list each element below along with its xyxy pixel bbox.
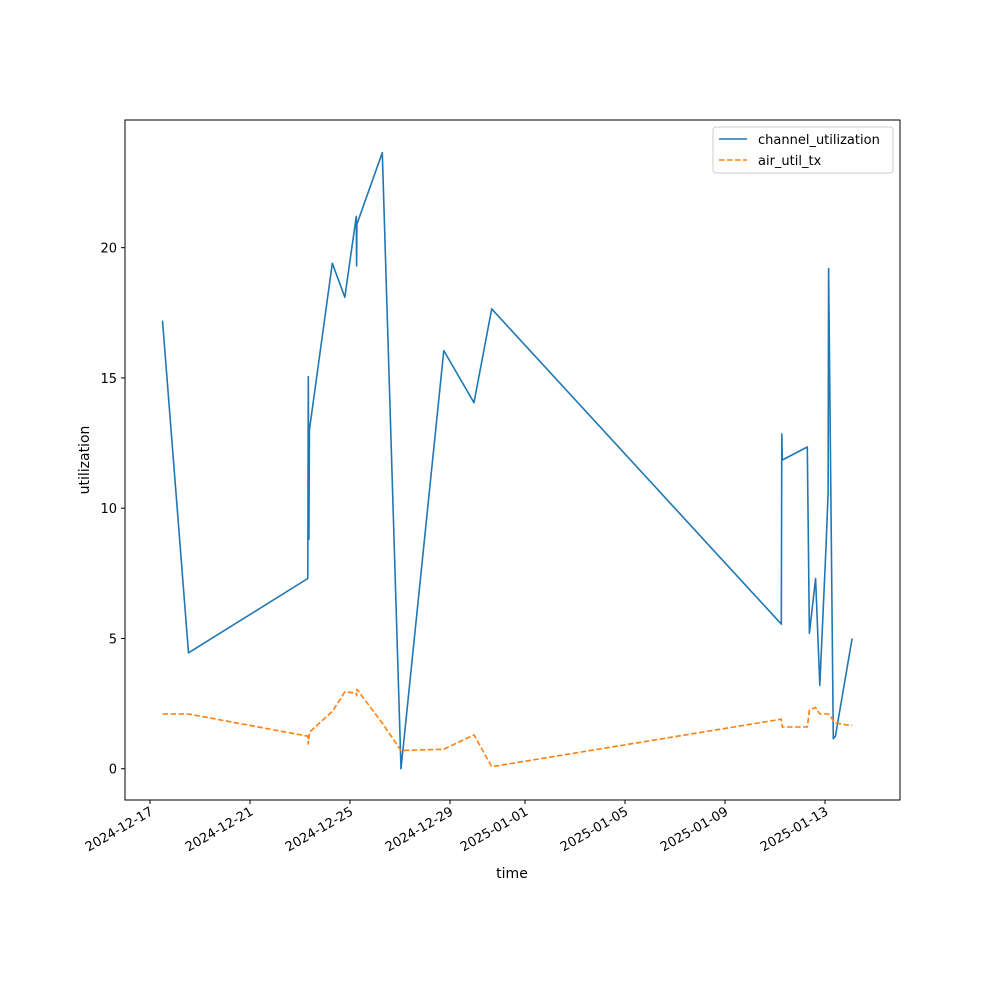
legend-label: air_util_tx xyxy=(758,154,822,169)
legend-box xyxy=(712,126,894,174)
y-axis: 0 5 10 15 20 xyxy=(100,242,125,778)
plot-area xyxy=(125,120,900,800)
y-axis-label: utilization xyxy=(77,426,93,495)
y-tick-label: 15 xyxy=(100,372,117,387)
legend: channel_utilization air_util_tx xyxy=(712,126,894,174)
x-tick-label: 2024-12-29 xyxy=(383,804,456,855)
x-tick-label: 2024-12-25 xyxy=(283,804,356,855)
x-axis: 2024-12-17 2024-12-21 2024-12-25 2024-12-29… xyxy=(83,800,831,855)
plot-frame xyxy=(124,119,901,801)
x-tick-label: 2025-01-01 xyxy=(458,804,531,855)
x-tick-label: 2025-01-09 xyxy=(658,804,731,855)
series-line-channel-utilization xyxy=(161,151,853,770)
x-tick-label: 2024-12-21 xyxy=(183,804,256,855)
x-axis-label: time xyxy=(496,866,528,882)
x-tick-label: 2024-12-17 xyxy=(83,804,156,855)
y-tick-label: 20 xyxy=(100,242,117,257)
x-tick-label: 2025-01-05 xyxy=(558,804,631,855)
y-tick-label: 5 xyxy=(109,632,117,647)
series-line-air-util-tx xyxy=(162,688,853,768)
x-tick-label: 2025-01-13 xyxy=(758,804,831,855)
y-tick-label: 0 xyxy=(109,763,117,778)
series-layer xyxy=(161,151,853,770)
y-tick-label: 10 xyxy=(100,502,117,517)
legend-label: channel_utilization xyxy=(758,133,880,148)
